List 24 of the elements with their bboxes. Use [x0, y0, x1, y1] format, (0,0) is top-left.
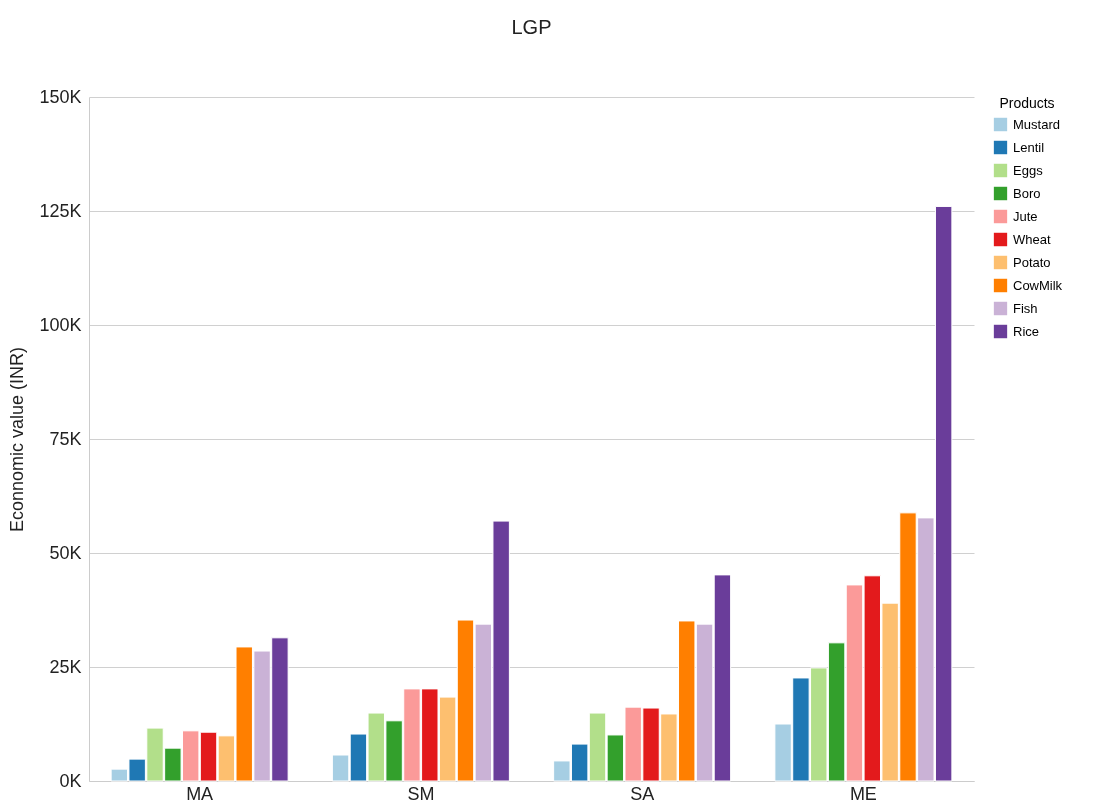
legend-label: Potato: [1013, 254, 1051, 270]
x-tick-label: SA: [630, 783, 655, 804]
y-axis-title: Econnomic value (INR): [7, 346, 28, 533]
x-tick-label: SM: [407, 783, 435, 804]
x-tick-label: ME: [849, 783, 877, 804]
legend-label: Wheat: [1013, 231, 1051, 247]
legend-label: Eggs: [1013, 162, 1044, 178]
legend-label: Lentil: [1013, 139, 1045, 155]
y-tick-label: 125K: [39, 200, 82, 221]
legend-label: Rice: [1013, 323, 1040, 339]
y-tick-label: 50K: [49, 542, 82, 563]
x-tick-label: MA: [186, 783, 214, 804]
legend-label: Boro: [1013, 185, 1041, 201]
legend-label: Jute: [1013, 208, 1038, 224]
y-tick-label: 25K: [49, 656, 82, 677]
legend-label: Mustard: [1013, 116, 1060, 132]
legend-title: Products: [999, 95, 1055, 111]
y-tick-label: 150K: [39, 86, 82, 107]
legend-label: CowMilk: [1013, 277, 1063, 293]
legend-label: Fish: [1013, 300, 1038, 316]
chart-title: LGP: [511, 16, 552, 38]
y-tick-label: 0K: [59, 770, 82, 791]
y-tick-label: 100K: [39, 314, 82, 335]
y-tick-label: 75K: [49, 428, 82, 449]
